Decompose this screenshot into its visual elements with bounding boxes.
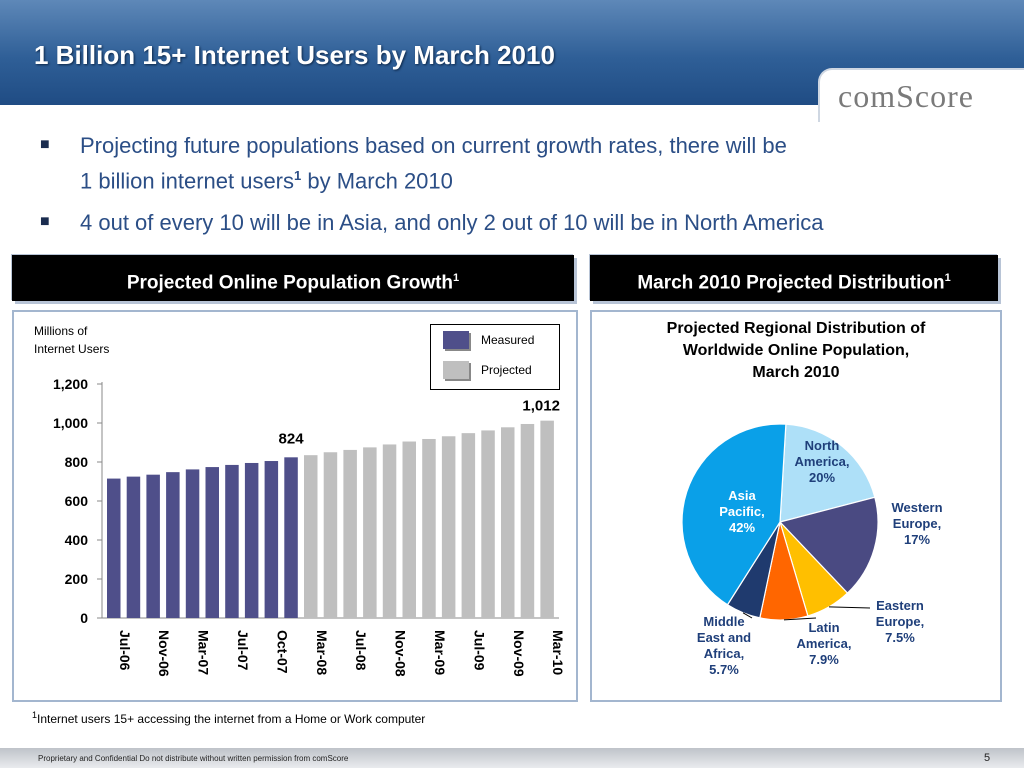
x-tick-label: Nov-08 [393, 630, 409, 677]
pie-slice [779, 423, 876, 523]
x-tick-label: Nov-09 [511, 630, 527, 677]
y-tick-label: 0 [80, 610, 88, 626]
y-tick-label: 400 [65, 532, 89, 548]
pie-chart: North America, 20% Western Europe, 17% Eastern… [681, 423, 943, 677]
bar-measured [146, 474, 160, 618]
footnote-sup: 1 [32, 710, 38, 720]
bullet-1-superscript: 1 [294, 168, 302, 183]
pie-slice-label: Eastern Europe, 7.5% [876, 598, 924, 645]
y-tick-label: 1,000 [53, 415, 88, 431]
page-number: 5 [984, 752, 991, 764]
pie-chart-panel: Projected Regional Distribution of World… [590, 310, 1002, 702]
bar-projected [422, 438, 436, 618]
bar-projected [382, 444, 397, 618]
pie-leader-line [783, 617, 817, 621]
bar-measured [244, 462, 259, 618]
bar-projected [402, 441, 416, 618]
chart-legend: Measured Projected [430, 324, 560, 390]
footer-bar: Proprietary and Confidential Do not dist… [0, 748, 1024, 768]
bar-measured [107, 478, 121, 618]
bar-measured [264, 461, 279, 618]
footnote: 1Internet users 15+ accessing the intern… [32, 710, 425, 726]
bullet-1-line-2-end: by March 2010 [301, 168, 453, 194]
bullet-square-icon: ■ [40, 136, 50, 153]
y-tick-label: 600 [65, 493, 89, 509]
x-tick-label: Jul-09 [471, 630, 487, 671]
y-tick-label: 800 [65, 454, 89, 470]
bullet-1-line-2: 1 billion internet users1 by March 2010 [80, 162, 453, 195]
bar-projected [323, 452, 338, 618]
pie-slice [681, 423, 787, 606]
bar-projected [441, 436, 456, 618]
legend-label-projected: Projected [481, 363, 532, 377]
bullet-2-text: 4 out of every 10 will be in Asia, and o… [80, 210, 824, 235]
bullet-1-line-1: Projecting future populations based on c… [80, 133, 787, 158]
bar-projected [501, 427, 515, 618]
pie-slice-label: Asia Pacific, 42% [719, 488, 765, 535]
bar-projected [363, 447, 377, 618]
title-bar: 1 Billion 15+ Internet Users by March 20… [0, 0, 1024, 105]
x-tick-label: Jul-06 [117, 630, 133, 671]
x-tick-label: Jul-07 [235, 630, 251, 671]
x-tick-label: Mar-07 [196, 630, 212, 675]
y-unit-label-1: Millions of [34, 324, 88, 338]
pie-title-line-3: March 2010 [752, 364, 840, 381]
bullet-square-icon: ■ [40, 213, 50, 230]
x-tick-label: Jul-08 [353, 630, 369, 671]
x-tick-label: Mar-08 [314, 630, 330, 675]
bar-measured [284, 457, 298, 618]
left-panel-heading-text: Projected Online Population Growth [126, 272, 454, 294]
x-tick-label: Mar-09 [432, 630, 448, 675]
bar-projected [461, 433, 476, 618]
footer-confidential: Proprietary and Confidential Do not dist… [38, 754, 349, 763]
bar-projected [520, 423, 535, 618]
right-panel-heading-sup: 1 [944, 272, 951, 284]
pie-title-line-2: Worldwide Online Population, [682, 342, 910, 359]
bar-measured [126, 476, 141, 618]
pie-leader-line [742, 612, 753, 619]
bullet-1-line-2-text: 1 billion internet users [80, 168, 295, 194]
right-panel-heading-text: March 2010 Projected Distribution [637, 272, 945, 294]
logo-container: comScore [818, 68, 1024, 122]
left-panel-heading-sup: 1 [453, 272, 460, 284]
legend-swatch-measured [443, 331, 469, 349]
pie-slice-label: Middle East and Africa, 5.7% [697, 614, 751, 677]
page-title: 1 Billion 15+ Internet Users by March 20… [34, 40, 555, 70]
y-tick-label: 200 [65, 571, 89, 587]
pie-slice-label: Western Europe, 17% [891, 500, 942, 547]
bar-measured [166, 472, 180, 618]
comscore-logo: comScore [838, 78, 974, 114]
y-tick-label: 1,200 [53, 376, 88, 392]
bar-measured [225, 464, 239, 618]
bar-projected [481, 430, 495, 618]
x-tick-label: Nov-06 [156, 630, 172, 677]
legend-swatch-projected [443, 361, 469, 379]
bar-measured [205, 467, 219, 618]
pie-slice-label: Latin America, 7.9% [797, 620, 852, 667]
pie-title-line-1: Projected Regional Distribution of [666, 320, 926, 337]
bar-projected [343, 449, 357, 618]
right-panel-heading: March 2010 Projected Distribution1 [590, 255, 998, 301]
left-panel-heading: Projected Online Population Growth1 [12, 255, 574, 301]
legend-label-measured: Measured [481, 333, 535, 347]
x-tick-label: Oct-07 [274, 630, 290, 674]
bar-projected [540, 420, 554, 618]
footnote-text: Internet users 15+ accessing the interne… [37, 712, 426, 726]
pie-slice [778, 496, 879, 594]
x-tick-label: Mar-10 [550, 630, 566, 675]
bar-callout-824: 824 [279, 430, 305, 447]
bar-chart-panel: Millions of Internet Users Measured Proj… [12, 310, 578, 702]
pie-leader-line [828, 606, 871, 609]
bar-chart: 0 200 400 600 800 1,000 1,200 Jul-06 Nov-06 Mar-… [53, 376, 566, 677]
bar-callout-1012: 1,012 [522, 398, 560, 415]
y-unit-label-2: Internet Users [34, 342, 110, 356]
pie-title: Projected Regional Distribution of World… [592, 318, 1000, 384]
bar-projected [304, 455, 318, 618]
pie-slice-label: North America, 20% [795, 438, 850, 485]
bar-measured [185, 469, 200, 618]
